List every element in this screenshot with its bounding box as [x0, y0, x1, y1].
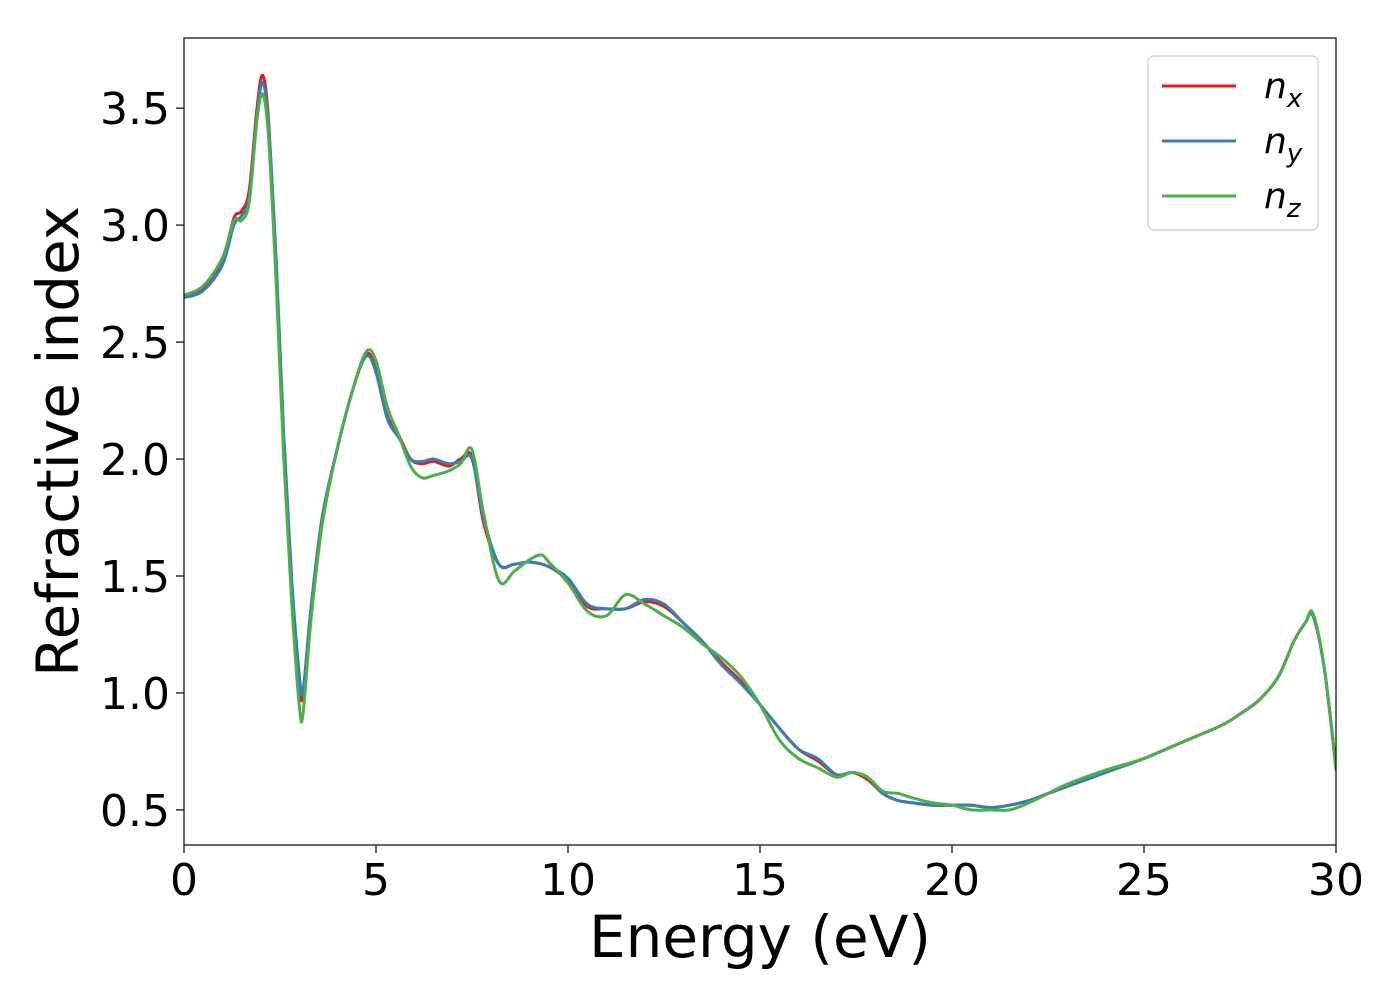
- y-axis-ticks: 0.5 1.0 1.5 2.0 2.5 3.0 3.5: [100, 84, 184, 837]
- legend-entry: ny: [1264, 121, 1303, 169]
- y-axis-title: Refractive index: [24, 206, 92, 677]
- x-tick-label: 10: [540, 855, 596, 906]
- y-tick-label: 0.5: [100, 786, 170, 837]
- legend: nx ny nz: [1147, 55, 1319, 231]
- y-tick-label: 1.0: [100, 669, 170, 720]
- plot-lines: [184, 73, 1336, 812]
- x-tick-label: 30: [1308, 855, 1364, 906]
- x-tick-label: 20: [924, 855, 980, 906]
- x-tick-label: 15: [732, 855, 788, 906]
- y-tick-label: 2.5: [100, 318, 170, 369]
- series-line-nz: [184, 92, 1336, 812]
- y-tick-label: 3.0: [100, 201, 170, 252]
- legend-box: [1147, 55, 1319, 231]
- x-tick-label: 0: [170, 855, 198, 906]
- legend-entry: nx: [1264, 66, 1303, 114]
- x-axis-title: Energy (eV): [589, 903, 931, 971]
- y-tick-label: 1.5: [100, 552, 170, 603]
- x-tick-label: 5: [362, 855, 390, 906]
- x-tick-label: 25: [1116, 855, 1172, 906]
- y-tick-label: 2.0: [100, 435, 170, 486]
- legend-entry: nz: [1264, 176, 1302, 224]
- x-axis-ticks: 0 5 10 15 20 25 30: [170, 845, 1364, 906]
- y-tick-label: 3.5: [100, 84, 170, 135]
